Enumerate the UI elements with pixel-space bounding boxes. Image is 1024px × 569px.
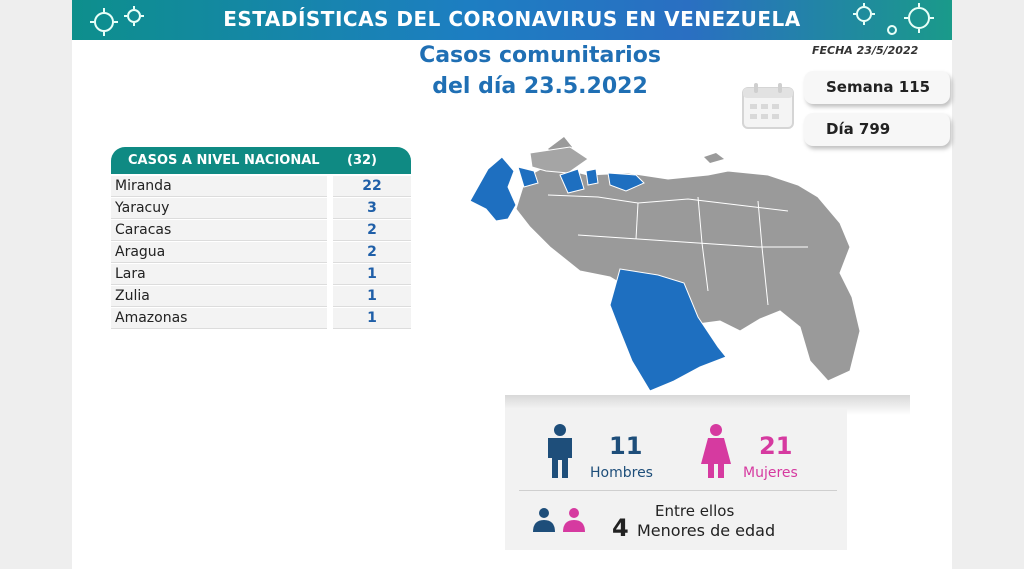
state-cases: 2 <box>333 242 411 263</box>
state-name: Miranda <box>111 176 327 197</box>
map-island <box>704 153 724 163</box>
table-header-label: CASOS A NIVEL NACIONAL <box>128 153 320 168</box>
woman-icon <box>701 424 731 478</box>
headline: Casos comunitarios del día 23.5.2022 <box>400 40 680 102</box>
map-state-amazonas <box>609 268 727 392</box>
map-state-lara <box>517 166 539 188</box>
map-state-falcon <box>529 146 589 174</box>
state-name: Zulia <box>111 286 327 307</box>
date-label: FECHA 23/5/2022 <box>812 44 919 57</box>
headline-line-1: Casos comunitarios <box>419 43 661 68</box>
state-name: Yaracuy <box>111 198 327 219</box>
state-cases: 1 <box>333 286 411 307</box>
women-label: Mujeres <box>743 465 798 481</box>
map-mainland <box>515 164 861 382</box>
man-icon <box>548 424 572 478</box>
state-name: Caracas <box>111 220 327 241</box>
children-icon <box>533 508 585 532</box>
week-label: Semana 115 <box>826 78 931 96</box>
table-row: Lara 1 <box>111 264 411 285</box>
day-label: Día 799 <box>826 120 891 138</box>
banner-title: ESTADÍSTICAS DEL CORONAVIRUS EN VENEZUEL… <box>223 7 801 31</box>
virus-icon <box>90 6 144 36</box>
virus-icon <box>853 3 934 35</box>
divider <box>519 490 837 491</box>
table-row: Amazonas 1 <box>111 308 411 329</box>
state-name: Aragua <box>111 242 327 263</box>
state-cases: 22 <box>333 176 411 197</box>
state-cases: 2 <box>333 220 411 241</box>
state-cases: 3 <box>333 198 411 219</box>
minors-count: 4 <box>612 514 629 542</box>
men-count: 11 <box>609 432 643 460</box>
state-name: Lara <box>111 264 327 285</box>
map-state-zulia <box>469 156 517 222</box>
map-state-miranda <box>607 172 645 192</box>
map-state-yaracuy <box>559 168 585 194</box>
table-row: Aragua 2 <box>111 242 411 263</box>
men-label: Hombres <box>590 465 653 481</box>
headline-line-2: del día 23.5.2022 <box>432 74 648 99</box>
demographics-panel: 11 Hombres 21 Mujeres Entre ellos 4 Meno… <box>505 408 847 550</box>
day-badge: Día 799 <box>804 113 950 146</box>
state-cases: 1 <box>333 308 411 329</box>
table-header: CASOS A NIVEL NACIONAL (32) <box>111 147 411 174</box>
state-cases: 1 <box>333 264 411 285</box>
calendar-icon <box>742 83 794 129</box>
table-row: Zulia 1 <box>111 286 411 307</box>
title-banner: ESTADÍSTICAS DEL CORONAVIRUS EN VENEZUEL… <box>72 0 952 40</box>
table-header-total: (32) <box>347 153 377 168</box>
table-row: Yaracuy 3 <box>111 198 411 219</box>
week-badge: Semana 115 <box>804 71 950 104</box>
state-name: Amazonas <box>111 308 327 329</box>
women-count: 21 <box>759 432 793 460</box>
minors-intro: Entre ellos <box>655 502 735 520</box>
venezuela-map <box>469 137 861 392</box>
map-borders <box>547 194 808 306</box>
minors-label: Menores de edad <box>637 521 776 540</box>
table-row: Caracas 2 <box>111 220 411 241</box>
table-row: Miranda 22 <box>111 176 411 197</box>
map-state-aragua <box>585 168 599 186</box>
